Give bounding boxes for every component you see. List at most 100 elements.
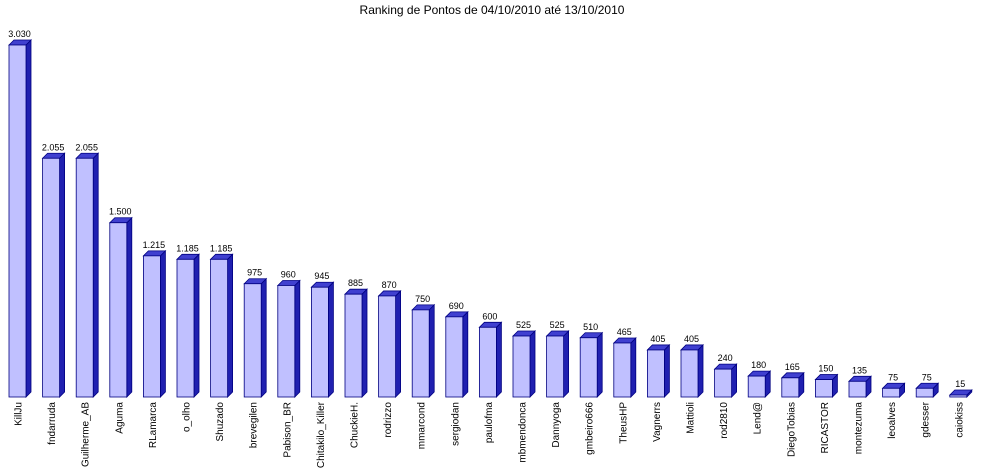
bar-killju bbox=[8, 39, 32, 398]
bar-sergiodan bbox=[444, 310, 469, 398]
value-label: 150 bbox=[818, 364, 833, 374]
category-label: Lend@ bbox=[753, 402, 764, 434]
category-label: rodrizzo bbox=[383, 402, 394, 438]
value-label: 1.185 bbox=[176, 243, 199, 253]
bar-face bbox=[848, 380, 867, 398]
bar-side bbox=[227, 253, 234, 398]
category-labels-group: KillJu fndarruda Guilherme_AB Aguma RLamarca… bbox=[14, 401, 966, 468]
category-label: mbmendonca bbox=[518, 402, 529, 463]
bar-face bbox=[42, 157, 60, 398]
bar-mattioli bbox=[680, 343, 704, 398]
value-label: 3.030 bbox=[8, 29, 31, 39]
bar-aguma bbox=[108, 216, 133, 398]
value-label: 870 bbox=[382, 280, 397, 290]
bar-side bbox=[361, 288, 368, 398]
bar-side bbox=[260, 277, 267, 398]
category-label: KillJu bbox=[14, 402, 25, 426]
bar-mmarcond bbox=[411, 303, 436, 398]
value-label: 75 bbox=[888, 372, 898, 382]
value-label: 1.215 bbox=[143, 240, 166, 250]
value-label: 2.055 bbox=[75, 142, 98, 152]
bar-side bbox=[664, 343, 670, 398]
bar-brevegilen bbox=[243, 277, 268, 398]
category-label: Vagnerrs bbox=[652, 402, 663, 442]
value-label: 405 bbox=[684, 334, 699, 344]
bar-side bbox=[294, 279, 301, 398]
value-label: 750 bbox=[415, 294, 430, 304]
category-label: rod2810 bbox=[719, 402, 730, 439]
category-label: paulofma bbox=[484, 402, 495, 444]
value-label: 240 bbox=[718, 353, 733, 363]
bar-side bbox=[193, 253, 200, 398]
value-labels-group: 3.030 2.055 2.055 1.500 1.215 1.185 1.185 975 96… bbox=[8, 29, 965, 389]
bar-side bbox=[395, 289, 402, 398]
bar-mbmendonca bbox=[512, 330, 536, 398]
category-label: Mattioli bbox=[686, 402, 697, 434]
bar-dannyoga bbox=[545, 330, 570, 398]
category-label: o_olho bbox=[182, 402, 193, 432]
category-label: fndarruda bbox=[47, 402, 58, 445]
value-label: 135 bbox=[852, 365, 867, 375]
value-label: 525 bbox=[516, 320, 531, 330]
bar-face bbox=[579, 337, 598, 398]
value-label: 405 bbox=[650, 334, 665, 344]
bar-face bbox=[75, 157, 94, 398]
bar-fndarruda bbox=[41, 152, 66, 398]
category-label: montezuma bbox=[854, 402, 865, 455]
category-label: leoalves bbox=[887, 402, 898, 439]
bar-o-olho bbox=[176, 253, 200, 398]
bar-face bbox=[142, 255, 161, 398]
bar-side bbox=[596, 331, 603, 398]
bar-montezuma bbox=[848, 375, 872, 398]
category-label: gmbeiro666 bbox=[585, 402, 596, 455]
category-label: ChuckieH. bbox=[350, 402, 361, 448]
bar-face bbox=[478, 326, 497, 398]
category-label: sergiodan bbox=[450, 402, 461, 446]
bar-gdesser bbox=[915, 382, 940, 398]
value-label: 165 bbox=[785, 362, 800, 372]
bar-pabison-br bbox=[276, 279, 301, 398]
bar-side bbox=[462, 310, 469, 398]
category-label: DiegoTobias bbox=[786, 402, 797, 457]
bar-rodrizzo bbox=[377, 289, 402, 398]
bar-side bbox=[59, 152, 65, 398]
category-label: Pabison_BR bbox=[282, 402, 293, 458]
bar-chuckieh- bbox=[344, 288, 368, 398]
bar-leoalves bbox=[881, 382, 906, 398]
bar-face bbox=[882, 387, 900, 398]
bar-face bbox=[546, 335, 564, 398]
bar-side bbox=[529, 330, 536, 398]
value-label: 75 bbox=[922, 372, 932, 382]
chart-title: Ranking de Pontos de 04/10/2010 até 13/1… bbox=[360, 3, 625, 17]
bar-caiokiss bbox=[948, 389, 973, 398]
bar-side bbox=[92, 152, 99, 398]
value-label: 600 bbox=[482, 311, 497, 321]
value-label: 1.185 bbox=[210, 243, 233, 253]
bar-side bbox=[630, 337, 637, 398]
bar-face bbox=[8, 44, 27, 398]
bar-face bbox=[411, 309, 430, 398]
bar-vagnerrs bbox=[646, 343, 671, 398]
value-label: 975 bbox=[247, 268, 262, 278]
bar-paulofma bbox=[478, 321, 503, 398]
bar-gmbeiro666 bbox=[579, 331, 604, 398]
bar-chitakilo-killer bbox=[310, 281, 335, 398]
category-label: RLamarca bbox=[148, 402, 159, 449]
bar-face bbox=[512, 335, 531, 398]
category-label: gdesser bbox=[921, 401, 932, 437]
bar-face bbox=[781, 377, 800, 398]
bar-side bbox=[697, 343, 704, 398]
category-label: caiokiss bbox=[954, 402, 965, 438]
bar-face bbox=[243, 283, 262, 398]
category-label: brevegilen bbox=[249, 402, 260, 448]
bar-side bbox=[563, 330, 569, 398]
value-label: 510 bbox=[583, 322, 598, 332]
bar-face bbox=[109, 222, 128, 398]
bar-side bbox=[428, 303, 435, 398]
category-label: mmarcond bbox=[417, 402, 428, 449]
bar-face bbox=[378, 295, 397, 398]
bar-ricastor bbox=[814, 373, 839, 398]
bar-face bbox=[815, 379, 833, 398]
bar-face bbox=[344, 293, 363, 398]
bar-side bbox=[327, 281, 334, 398]
